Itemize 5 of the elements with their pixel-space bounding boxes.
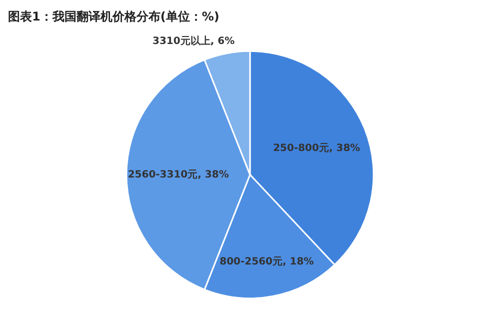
slice-label: 2560-3310元, 38% [128, 168, 229, 180]
slice-label: 3310元以上, 6% [152, 35, 235, 48]
slice-label: 250-800元, 38% [273, 142, 360, 154]
slice-label: 800-2560元, 18% [220, 256, 314, 268]
chart-title: 图表1：我国翻译机价格分布(单位：%) [8, 9, 220, 24]
